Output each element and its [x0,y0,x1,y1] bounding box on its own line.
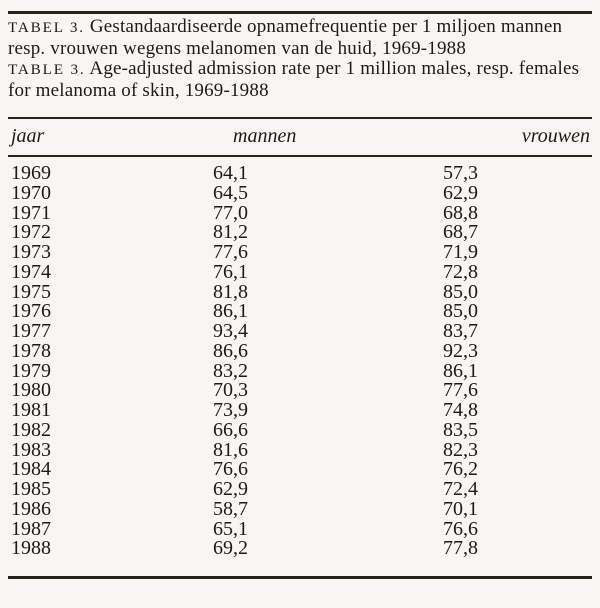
vrouwen-value-cell: 86,1 [443,359,478,382]
vrouwen-value-cell: 85,0 [443,280,478,303]
top-rule [8,11,592,14]
mannen-value-cell: 81,8 [213,280,248,303]
vrouwen-value-cell: 83,5 [443,418,478,441]
year-cell: 1977 [11,320,51,342]
year-cell: 1980 [11,379,51,402]
vrouwen-value-cell: 77,6 [443,379,478,402]
year-cell: 1975 [11,280,51,303]
mannen-value-cell: 77,0 [213,201,248,224]
vrouwen-value-cell: 83,7 [443,320,478,342]
table-header-row: jaar mannen vrouwen [8,118,592,157]
caption-label-english: TABLE 3. [8,61,86,78]
column-header-jaar: jaar [8,118,213,157]
table-row: 1980 70,3 77,6 [8,379,592,402]
year-cell: 1988 [11,537,51,560]
vrouwen-value-cell: 57,3 [443,162,478,184]
table-row: 1981 73,9 74,8 [8,399,592,421]
table-row: 1977 93,4 83,7 [8,320,592,342]
year-cell: 1982 [11,418,51,441]
mannen-value-cell: 65,1 [213,517,248,540]
caption-dutch: TABEL 3. Gestandaardiseerde opnamefreque… [8,16,592,59]
table-row: 1988 69,2 77,8 [8,537,592,577]
table-row: 1970 64,5 62,9 [8,181,592,204]
year-cell: 1979 [11,359,51,382]
table-row: 1978 86,6 92,3 [8,339,592,362]
year-cell: 1981 [11,399,51,421]
mannen-value-cell: 86,1 [213,300,248,323]
caption-text-dutch: Gestandaardiseerde opnamefrequentie per … [8,16,563,59]
mannen-value-cell: 62,9 [213,478,248,500]
table-row: 1984 76,6 76,2 [8,458,592,481]
mannen-value-cell: 77,6 [213,241,248,263]
caption-text-english: Age-adjusted admission rate per 1 millio… [8,58,580,101]
vrouwen-value-cell: 85,0 [443,300,478,323]
mannen-value-cell: 83,2 [213,359,248,382]
mannen-value-cell: 86,6 [213,339,248,362]
table-row: 1975 81,8 85,0 [8,280,592,303]
table-row: 1969 64,1 57,3 [8,156,592,184]
table-row: 1987 65,1 76,6 [8,517,592,540]
vrouwen-value-cell: 72,8 [443,260,478,283]
mannen-value-cell: 76,1 [213,260,248,283]
mannen-value-cell: 93,4 [213,320,248,342]
scanned-paper-table-page: TABEL 3. Gestandaardiseerde opnamefreque… [0,11,600,608]
vrouwen-value-cell: 76,6 [443,517,478,540]
table-header: jaar mannen vrouwen [8,118,592,157]
admission-rate-table: jaar mannen vrouwen 1969 64,1 57,3 1970 64,5… [8,117,592,579]
column-header-mannen: mannen [213,118,443,157]
table-row: 1979 83,2 86,1 [8,359,592,382]
mannen-value-cell: 73,9 [213,399,248,421]
vrouwen-value-cell: 68,7 [443,221,478,244]
vrouwen-value-cell: 70,1 [443,497,478,520]
column-header-vrouwen: vrouwen [443,118,592,157]
year-cell: 1978 [11,339,51,362]
year-cell: 1985 [11,478,51,500]
year-cell: 1984 [11,458,51,481]
year-cell: 1970 [11,181,51,204]
year-cell: 1983 [11,438,51,461]
caption-english: TABLE 3. Age-adjusted admission rate per… [8,58,592,101]
year-cell: 1987 [11,517,51,540]
table-row: 1974 76,1 72,8 [8,260,592,283]
mannen-value-cell: 76,6 [213,458,248,481]
vrouwen-value-cell: 62,9 [443,181,478,204]
table-row: 1973 77,6 71,9 [8,241,592,263]
vrouwen-value-cell: 92,3 [443,339,478,362]
table-row: 1971 77,0 68,8 [8,201,592,224]
mannen-value-cell: 64,5 [213,181,248,204]
year-cell: 1976 [11,300,51,323]
mannen-value-cell: 58,7 [213,497,248,520]
vrouwen-value-cell: 72,4 [443,478,478,500]
vrouwen-value-cell: 68,8 [443,201,478,224]
year-cell: 1974 [11,260,51,283]
table-row: 1985 62,9 72,4 [8,478,592,500]
vrouwen-value-cell: 71,9 [443,241,478,263]
vrouwen-value-cell: 82,3 [443,438,478,461]
year-cell: 1973 [11,241,51,263]
year-cell: 1969 [11,162,51,184]
vrouwen-value-cell: 74,8 [443,399,478,421]
caption-label-dutch: TABEL 3. [8,19,85,36]
mannen-value-cell: 66,6 [213,418,248,441]
mannen-value-cell: 81,2 [213,221,248,244]
mannen-value-cell: 64,1 [213,162,248,184]
year-cell: 1971 [11,201,51,224]
mannen-value-cell: 69,2 [213,537,248,560]
vrouwen-value-cell: 76,2 [443,458,478,481]
year-cell: 1972 [11,221,51,244]
table-row: 1976 86,1 85,0 [8,300,592,323]
mannen-value-cell: 81,6 [213,438,248,461]
table-row: 1986 58,7 70,1 [8,497,592,520]
mannen-value-cell: 70,3 [213,379,248,402]
year-cell: 1986 [11,497,51,520]
table-row: 1983 81,6 82,3 [8,438,592,461]
table-row: 1982 66,6 83,5 [8,418,592,441]
table-row: 1972 81,2 68,7 [8,221,592,244]
vrouwen-value-cell: 77,8 [443,537,478,560]
table-body: 1969 64,1 57,3 1970 64,5 62,9 1971 77,0 68,8 1972… [8,156,592,578]
